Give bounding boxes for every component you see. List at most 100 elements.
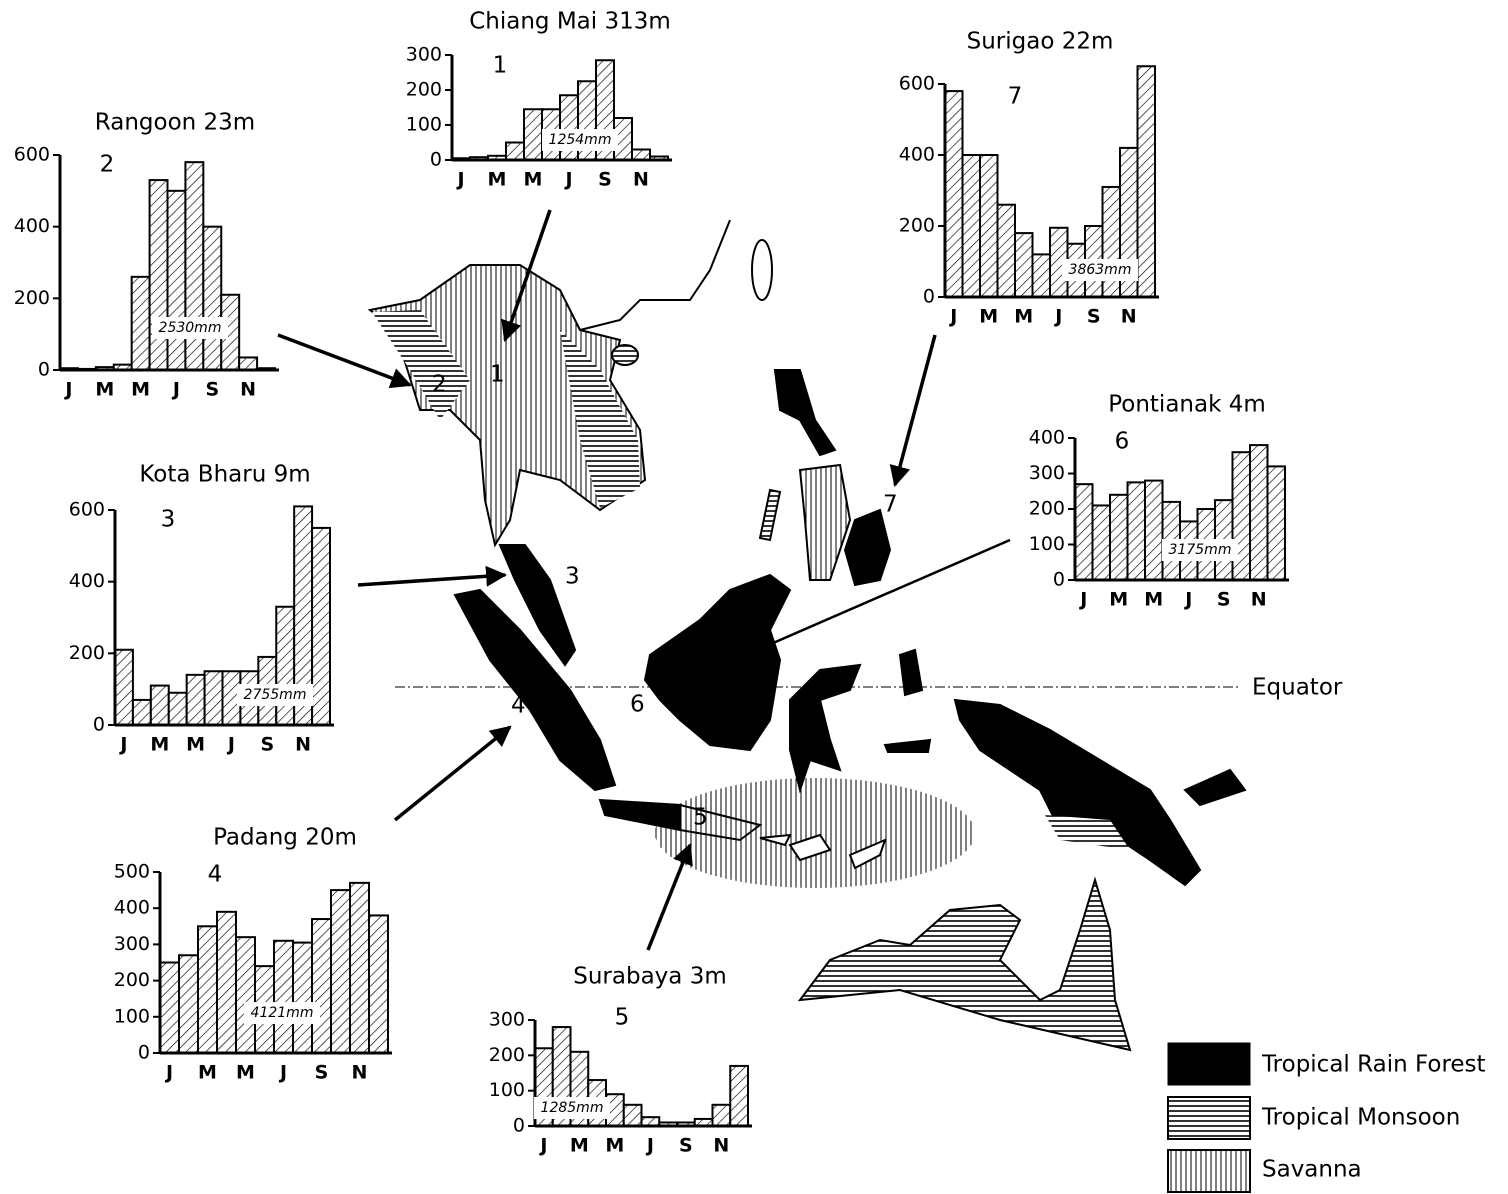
x-tick-label: M — [979, 306, 998, 328]
legend-label: Savanna — [1262, 1157, 1362, 1183]
bar — [330, 889, 351, 1054]
arrow — [889, 334, 937, 488]
bar — [729, 1064, 749, 1128]
island — [883, 738, 932, 753]
y-tick-label: 300 — [489, 1009, 525, 1031]
total-box — [1162, 539, 1238, 561]
bar — [523, 108, 543, 161]
bar — [622, 1103, 643, 1128]
bar — [1074, 483, 1094, 581]
x-tick-label: J — [948, 306, 957, 328]
x-tick-label: M — [95, 379, 114, 401]
luzon — [773, 369, 837, 457]
y-tick-label: 300 — [1029, 462, 1065, 484]
total-box — [1062, 259, 1138, 281]
x-tick-label: J — [278, 1062, 287, 1084]
bar — [185, 673, 206, 726]
y-tick-label: 100 — [114, 1005, 150, 1027]
sumatra — [453, 588, 617, 792]
bar — [979, 154, 999, 298]
indochina — [367, 264, 647, 548]
bar — [292, 941, 313, 1055]
west-java — [598, 798, 681, 832]
y-tick-label: 400 — [899, 144, 935, 166]
x-tick-label: M — [150, 734, 169, 756]
station-number: 4 — [511, 693, 526, 719]
total-box — [152, 317, 228, 339]
bar — [1266, 465, 1286, 581]
y-tick-label: 400 — [69, 570, 105, 592]
arrow — [277, 333, 412, 389]
station-number: 6 — [630, 692, 645, 718]
x-tick-label: J — [563, 169, 572, 191]
x-tick-label: M — [605, 1135, 624, 1157]
x-tick-label: J — [645, 1135, 654, 1157]
bar — [368, 914, 389, 1054]
bar — [131, 698, 152, 727]
station-number: 7 — [883, 492, 898, 518]
station-number: 3 — [565, 564, 580, 590]
bar — [1144, 479, 1164, 582]
bar — [130, 275, 151, 372]
y-tick-label: 200 — [1029, 498, 1065, 520]
station-number: 2 — [100, 152, 115, 178]
x-tick-label: S — [205, 379, 219, 401]
y-tick-label: 0 — [513, 1115, 525, 1137]
bar — [1126, 481, 1146, 581]
north-australia — [797, 876, 1132, 1052]
taiwan — [751, 239, 773, 301]
bar — [166, 189, 187, 371]
total-box — [237, 684, 313, 706]
y-tick-label: 0 — [38, 359, 50, 381]
bar — [349, 881, 370, 1054]
station-number: 3 — [161, 507, 176, 533]
island — [898, 648, 924, 697]
station-number: 1 — [490, 362, 505, 388]
bar — [114, 648, 134, 726]
bar — [944, 90, 964, 298]
total-box — [542, 129, 618, 151]
x-tick-label: M — [236, 1062, 255, 1084]
y-tick-label: 100 — [406, 114, 442, 136]
malaya — [498, 544, 577, 667]
chart-title: Chiang Mai 313m — [469, 9, 671, 35]
bar — [235, 936, 256, 1054]
station-number: 5 — [693, 805, 708, 831]
climate-chart: J M M J S N 0 100 200 300 400 500 Padang 20m 4 4121mm — [114, 825, 392, 1084]
lesser-sunda — [759, 833, 887, 870]
chart-title: Rangoon 23m — [95, 110, 255, 136]
total-label: 4121mm — [251, 1005, 314, 1021]
new-guinea — [953, 698, 1202, 887]
station-number: 2 — [432, 372, 447, 398]
y-tick-label: 600 — [14, 144, 50, 166]
y-tick-label: 400 — [14, 215, 50, 237]
bar — [1091, 504, 1111, 582]
chart-title: Kota Bharu 9m — [139, 462, 310, 488]
map-shapes — [367, 219, 1247, 1052]
bar — [311, 526, 332, 727]
y-tick-label: 200 — [406, 79, 442, 101]
total-label: 2530mm — [159, 320, 222, 336]
station-number: 7 — [1008, 84, 1023, 110]
y-tick-label: 400 — [114, 897, 150, 919]
y-tick-label: 200 — [69, 642, 105, 664]
x-tick-label: J — [455, 169, 464, 191]
arrow — [501, 209, 552, 342]
chart-title: Surigao 22m — [967, 29, 1114, 55]
x-tick-label: J — [538, 1135, 547, 1157]
bar — [1109, 493, 1129, 581]
y-tick-label: 0 — [923, 286, 935, 308]
x-tick-label: S — [315, 1062, 329, 1084]
x-tick-label: M — [488, 169, 507, 191]
chart-title: Pontianak 4m — [1108, 392, 1266, 418]
bar — [178, 954, 199, 1055]
monsoon-region — [1045, 815, 1130, 850]
total-label: 3175mm — [1169, 542, 1232, 558]
x-tick-label: N — [352, 1062, 368, 1084]
monsoon-region — [560, 330, 640, 508]
x-tick-label: M — [186, 734, 205, 756]
total-box — [244, 1002, 320, 1024]
